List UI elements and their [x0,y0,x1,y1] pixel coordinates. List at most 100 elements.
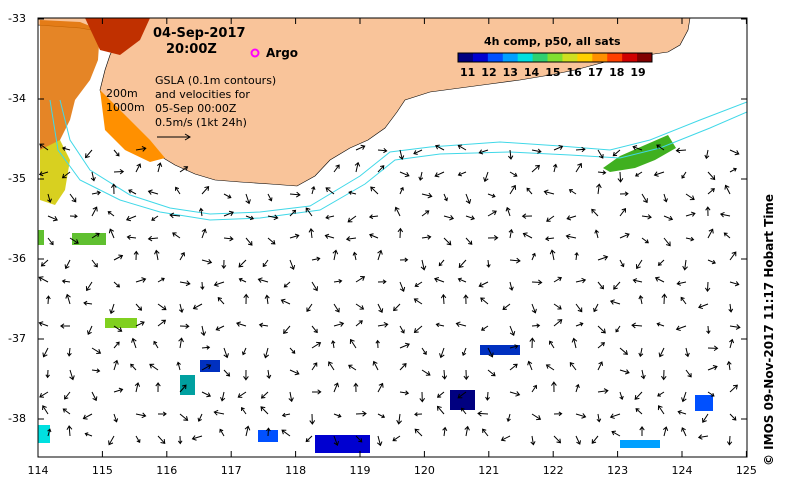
colorbar-segment [622,53,638,62]
velocity-arrow [619,369,630,375]
velocity-arrow [107,211,115,217]
velocity-arrow [223,347,229,359]
velocity-arrow [243,369,249,381]
velocity-arrow [521,213,533,219]
velocity-arrow [443,215,455,221]
velocity-arrow [658,347,665,358]
velocity-arrow [684,347,690,358]
velocity-arrow [552,163,558,173]
velocity-arrow [267,214,279,221]
velocity-arrow [399,186,404,195]
velocity-arrow [421,347,427,356]
velocity-arrow [414,428,423,437]
velocity-arrow [531,164,540,173]
colorbar-tick-label: 12 [481,66,497,79]
velocity-arrow [399,281,406,292]
velocity-arrow [353,382,359,393]
velocity-arrow [223,210,234,217]
velocity-arrow [502,303,511,310]
velocity-arrow [478,149,489,155]
velocity-arrow [591,435,599,444]
velocity-arrow [377,382,384,393]
plot-frame [37,17,748,458]
velocity-arrow [217,297,225,305]
velocity-arrow [39,391,49,398]
velocity-arrow [619,191,629,197]
velocity-arrow [113,168,125,175]
velocity-arrow [264,294,270,305]
velocity-arrow [609,413,621,419]
velocity-arrow [566,215,577,221]
velocity-arrow [397,227,404,239]
velocity-arrow [597,170,607,175]
sst-patch-h [315,435,370,453]
velocity-arrow [257,277,269,283]
velocity-arrow [305,435,313,443]
argo-marker [250,48,260,58]
velocity-arrow [221,259,227,270]
velocity-arrow [653,171,665,177]
velocity-arrow [377,249,383,261]
velocity-arrow [631,322,643,329]
velocity-arrow [283,325,291,334]
velocity-arrow [641,237,649,244]
velocity-arrow [457,171,467,177]
longitude-label: 115 [91,464,113,477]
velocity-arrow [609,299,621,305]
axis-ticks [37,18,747,457]
velocity-arrow [238,259,247,268]
velocity-arrow [289,369,300,376]
velocity-arrow [38,321,49,327]
velocity-arrow [394,206,401,217]
longitude-label: 119 [349,464,371,477]
colorbar-segment [487,53,504,62]
velocity-arrow [657,405,665,415]
colorbar-segment [547,53,563,62]
velocity-arrow [91,190,101,196]
velocity-arrow [176,361,181,371]
bathymetry-contours [49,99,747,221]
velocity-arrow [553,411,563,417]
velocity-arrow [569,361,577,371]
velocity-arrow [465,215,475,221]
sst-patch-f [450,390,475,410]
velocity-arrow [597,342,606,349]
colorbar-segment [532,53,549,62]
velocity-arrow [463,294,469,305]
velocity-arrow [179,413,189,421]
velocity-arrow [267,237,276,245]
velocity-arrow [262,259,269,268]
velocity-arrow [522,232,533,239]
velocity-arrow [333,435,340,446]
colorbar-segment [592,53,608,62]
velocity-arrow [575,413,587,419]
velocity-arrow [201,259,213,265]
velocity-arrow [414,412,423,417]
velocity-arrow [597,149,604,159]
velocity-arrow [236,321,247,327]
velocity-arrow [280,298,291,305]
velocity-arrow [632,145,643,151]
velocity-arrow [133,250,139,261]
velocity-arrow [108,228,115,239]
sst-top-dark [85,18,150,55]
velocity-arrow [729,384,738,393]
longitude-label: 118 [285,464,307,477]
velocity-arrow [333,321,345,327]
latitude-label: -33 [8,12,26,25]
latitude-label: -38 [8,412,26,425]
velocity-arrow [241,407,247,415]
velocity-arrow [245,237,253,246]
velocity-arrow [267,193,273,202]
velocity-arrow [147,235,159,242]
velocity-arrow [480,297,489,305]
velocity-arrow [531,252,536,261]
longitude-label: 124 [671,464,693,477]
velocity-arrow [527,360,533,371]
velocity-arrow [113,281,121,288]
velocity-arrow [153,340,159,349]
velocity-arrow [69,214,78,219]
colorbar-segment [472,53,489,62]
velocity-arrow [260,406,269,415]
velocity-arrow [553,144,564,151]
